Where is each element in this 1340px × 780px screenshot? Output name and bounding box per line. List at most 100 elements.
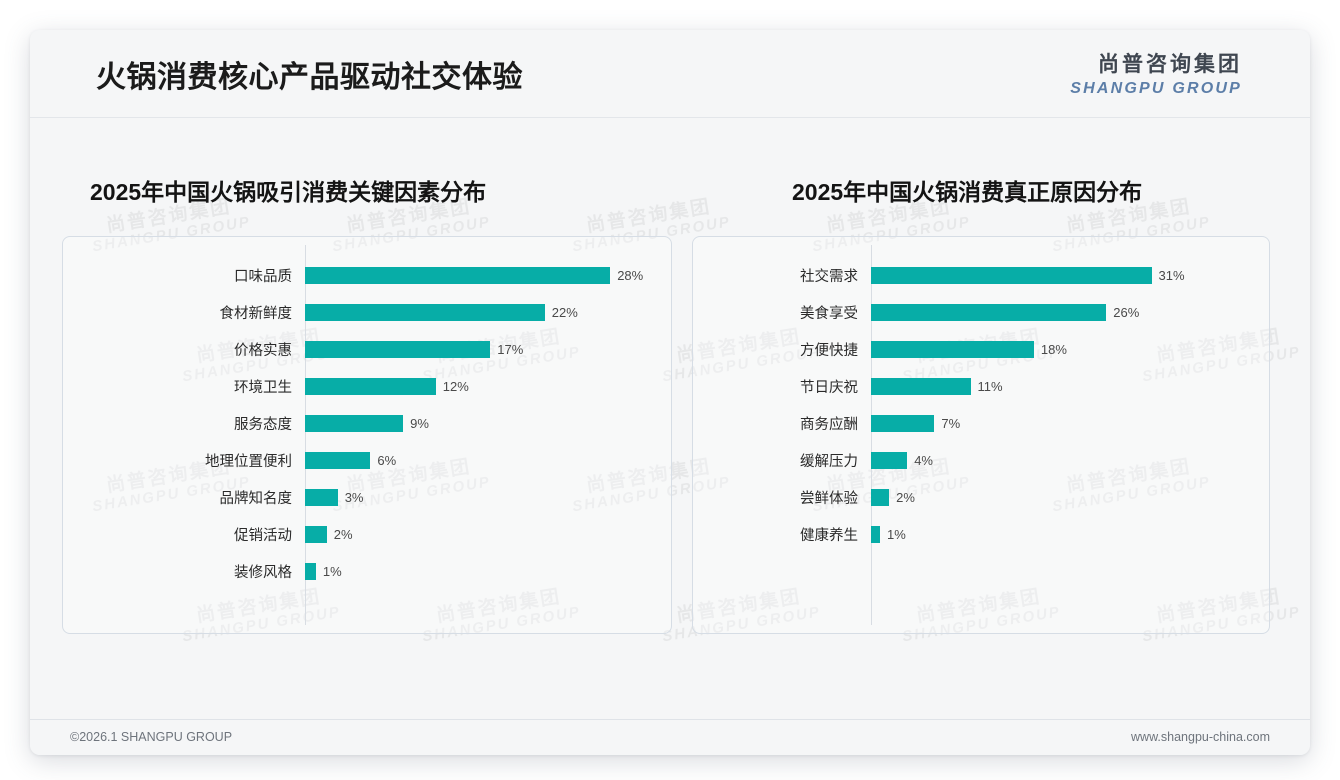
chart-title-left: 2025年中国火锅吸引消费关键因素分布 bbox=[90, 179, 487, 205]
bar-fill bbox=[305, 378, 436, 395]
logo-chinese-text: 尚普咨询集团 bbox=[1098, 53, 1242, 76]
bar-fill bbox=[871, 526, 881, 543]
bar-category-label: 服务态度 bbox=[234, 417, 292, 433]
bar-chart-row: 促销活动 2% bbox=[63, 516, 671, 553]
bar-category-label: 价格实惠 bbox=[234, 343, 292, 359]
bar-category-label: 健康养生 bbox=[800, 528, 858, 544]
chart-card-left: 口味品质 28% 食材新鲜度 22% 价格实惠 17% 环境卫生 12% 服务态度 9% 地理位置便… bbox=[62, 236, 672, 634]
bar-value-label: 1% bbox=[887, 527, 906, 542]
bar-track: 18% bbox=[871, 331, 1269, 368]
bar-value-label: 3% bbox=[344, 490, 364, 505]
bar-chart-row: 品牌知名度 3% bbox=[63, 479, 671, 516]
bar-chart-row: 节日庆祝 11% bbox=[693, 368, 1269, 405]
bar-chart-row: 食材新鲜度 22% bbox=[63, 294, 671, 331]
bar-track: 1% bbox=[305, 553, 671, 590]
bar-fill bbox=[871, 341, 1034, 358]
bar-value-label: 17% bbox=[497, 342, 524, 357]
bar-fill bbox=[305, 267, 611, 284]
bar-track: 9% bbox=[305, 405, 671, 442]
bar-chart-left: 口味品质 28% 食材新鲜度 22% 价格实惠 17% 环境卫生 12% 服务态度 9% 地理位置便… bbox=[63, 257, 671, 613]
bar-value-label: 28% bbox=[617, 268, 644, 283]
bar-fill bbox=[871, 452, 908, 469]
bar-track: 2% bbox=[305, 516, 671, 553]
bar-track: 4% bbox=[871, 442, 1269, 479]
bar-track: 28% bbox=[305, 257, 671, 294]
bar-track: 26% bbox=[871, 294, 1269, 331]
chart-axis-line-left bbox=[305, 245, 306, 625]
bar-category-label: 品牌知名度 bbox=[219, 491, 293, 507]
bar-category-label: 食材新鲜度 bbox=[219, 306, 293, 322]
bar-chart-row: 缓解压力 4% bbox=[693, 442, 1269, 479]
bar-category-label: 地理位置便利 bbox=[205, 454, 292, 470]
bar-track: 7% bbox=[871, 405, 1269, 442]
bar-value-label: 7% bbox=[941, 416, 961, 431]
bar-value-label: 18% bbox=[1040, 342, 1067, 357]
bar-category-label: 节日庆祝 bbox=[800, 380, 858, 396]
bar-track: 1% bbox=[871, 516, 1269, 553]
bar-category-label: 社交需求 bbox=[800, 269, 858, 285]
bar-fill bbox=[871, 304, 1107, 321]
bar-category-label: 缓解压力 bbox=[800, 454, 858, 470]
bar-track: 22% bbox=[305, 294, 671, 331]
bar-chart-row: 方便快捷 18% bbox=[693, 331, 1269, 368]
logo-english-text: SHANGPU GROUP bbox=[1070, 80, 1242, 97]
bar-track: 12% bbox=[305, 368, 671, 405]
bar-value-label: 2% bbox=[333, 527, 353, 542]
bar-category-label: 环境卫生 bbox=[234, 380, 292, 396]
slide-root: 火锅消费核心产品驱动社交体验 尚普咨询集团 SHANGPU GROUP 尚普咨询… bbox=[30, 30, 1310, 755]
bar-track: 2% bbox=[871, 479, 1269, 516]
footer-copyright: ©2026.1 SHANGPU GROUP bbox=[70, 730, 233, 744]
bar-category-label: 装修风格 bbox=[234, 565, 292, 581]
bar-chart-row: 社交需求 31% bbox=[693, 257, 1269, 294]
chart-panel-right: 2025年中国火锅消费真正原因分布 社交需求 31% 美食享受 26% 方便快捷 18% 节… bbox=[692, 118, 1270, 634]
page-title: 火锅消费核心产品驱动社交体验 bbox=[96, 61, 523, 94]
brand-logo: 尚普咨询集团 SHANGPU GROUP bbox=[1070, 54, 1242, 97]
bar-category-label: 方便快捷 bbox=[800, 343, 858, 359]
bar-fill bbox=[871, 415, 935, 432]
bar-chart-row: 尝鲜体验 2% bbox=[693, 479, 1269, 516]
bar-fill bbox=[305, 341, 491, 358]
bar-value-label: 31% bbox=[1158, 268, 1185, 283]
bar-track: 6% bbox=[305, 442, 671, 479]
bar-fill bbox=[871, 378, 971, 395]
bar-chart-row: 装修风格 1% bbox=[63, 553, 671, 590]
bar-track: 31% bbox=[871, 257, 1269, 294]
bar-chart-row: 商务应酬 7% bbox=[693, 405, 1269, 442]
bar-category-label: 口味品质 bbox=[234, 269, 292, 285]
bar-track: 11% bbox=[871, 368, 1269, 405]
bar-track: 3% bbox=[305, 479, 671, 516]
bar-category-label: 尝鲜体验 bbox=[800, 491, 858, 507]
bar-value-label: 12% bbox=[442, 379, 469, 394]
bar-value-label: 22% bbox=[551, 305, 578, 320]
bar-fill bbox=[871, 489, 890, 506]
bar-chart-row: 健康养生 1% bbox=[693, 516, 1269, 553]
bar-chart-right: 社交需求 31% 美食享受 26% 方便快捷 18% 节日庆祝 11% 商务应酬 7% 缓解压力 4%… bbox=[693, 257, 1269, 613]
chart-axis-line-right bbox=[871, 245, 872, 625]
bar-chart-row: 口味品质 28% bbox=[63, 257, 671, 294]
bar-category-label: 促销活动 bbox=[234, 528, 292, 544]
bar-value-label: 4% bbox=[914, 453, 933, 468]
bar-value-label: 2% bbox=[896, 490, 915, 505]
bar-value-label: 26% bbox=[1113, 305, 1140, 320]
slide-footer: ©2026.1 SHANGPU GROUP www.shangpu-china.… bbox=[30, 719, 1310, 755]
bar-category-label: 美食享受 bbox=[800, 306, 858, 322]
bar-chart-row: 价格实惠 17% bbox=[63, 331, 671, 368]
bar-value-label: 6% bbox=[377, 453, 397, 468]
bar-fill bbox=[305, 526, 327, 543]
bar-value-label: 9% bbox=[410, 416, 429, 431]
bar-fill bbox=[871, 267, 1152, 284]
slide-body: 2025年中国火锅吸引消费关键因素分布 口味品质 28% 食材新鲜度 22% 价格实惠 1… bbox=[30, 118, 1310, 718]
footer-website[interactable]: www.shangpu-china.com bbox=[1131, 730, 1270, 744]
bar-value-label: 1% bbox=[322, 564, 342, 579]
bar-category-label: 商务应酬 bbox=[800, 417, 858, 433]
chart-card-right: 社交需求 31% 美食享受 26% 方便快捷 18% 节日庆祝 11% 商务应酬 7% 缓解压力 4%… bbox=[692, 236, 1270, 634]
slide-header: 火锅消费核心产品驱动社交体验 尚普咨询集团 SHANGPU GROUP bbox=[30, 30, 1310, 118]
bar-chart-row: 美食享受 26% bbox=[693, 294, 1269, 331]
bar-chart-row: 地理位置便利 6% bbox=[63, 442, 671, 479]
bar-fill bbox=[305, 489, 338, 506]
chart-panel-left: 2025年中国火锅吸引消费关键因素分布 口味品质 28% 食材新鲜度 22% 价格实惠 1… bbox=[62, 118, 672, 634]
chart-title-right: 2025年中国火锅消费真正原因分布 bbox=[792, 179, 1143, 205]
bar-chart-row: 环境卫生 12% bbox=[63, 368, 671, 405]
bar-fill bbox=[305, 304, 545, 321]
bar-value-label: 11% bbox=[977, 379, 1003, 394]
